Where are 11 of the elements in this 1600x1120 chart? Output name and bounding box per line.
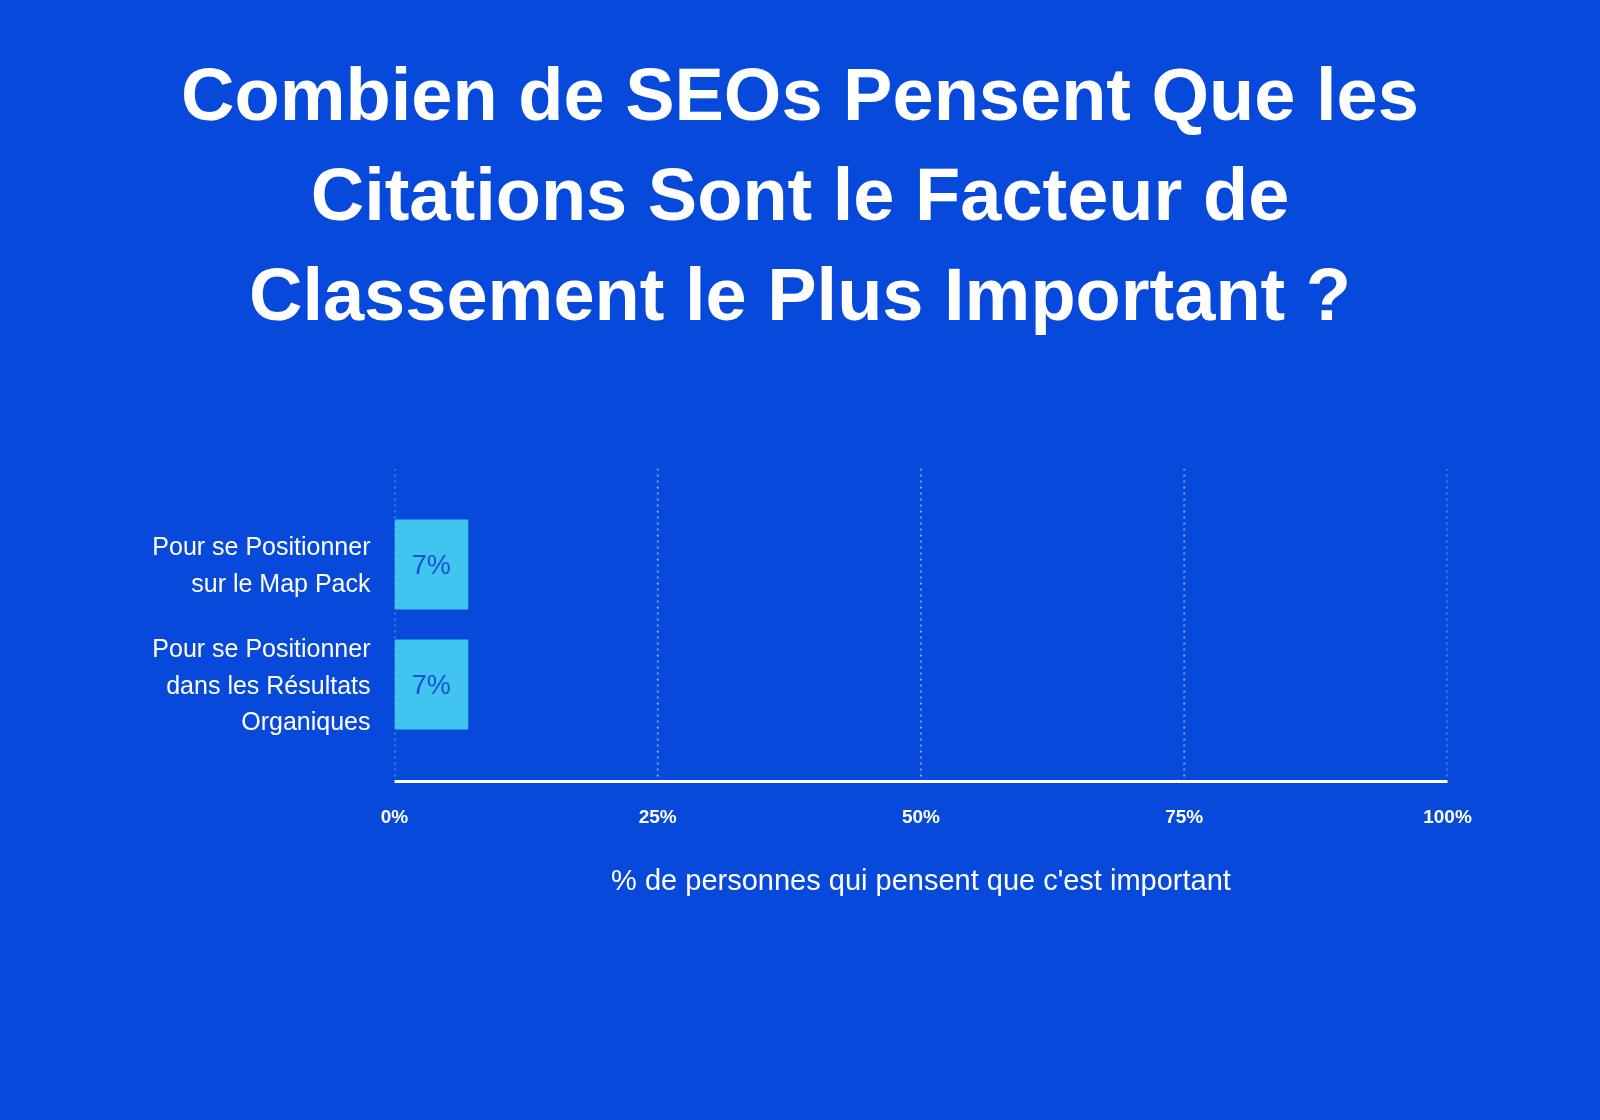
x-tick-label: 50% bbox=[901, 805, 941, 827]
x-tick-label: 100% bbox=[1423, 805, 1472, 827]
y-tick-label: Pour se Positionner dans les Résultats Organiques bbox=[152, 634, 371, 735]
x-tick-label: 75% bbox=[1165, 805, 1204, 827]
data-label: 7% bbox=[411, 669, 451, 700]
x-axis-title: % de personnes qui pensent que c'est important bbox=[611, 863, 1231, 896]
data-label: 7% bbox=[411, 549, 451, 580]
x-tick-label: 25% bbox=[638, 805, 677, 827]
x-tick-label: 0% bbox=[380, 805, 409, 827]
chart-title: Combien de SEOs Pensent Que les Citations Sont le Facteur de Classement le Plus Important ? bbox=[180, 52, 1420, 338]
y-tick-label: Pour se Positionner sur le Map Pack bbox=[152, 532, 371, 597]
